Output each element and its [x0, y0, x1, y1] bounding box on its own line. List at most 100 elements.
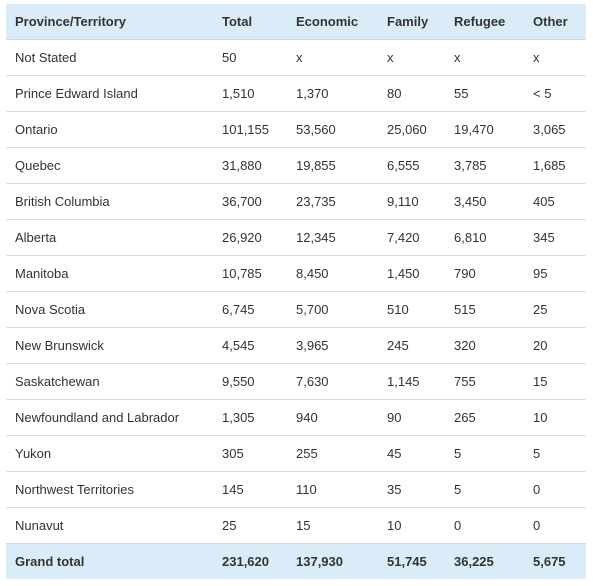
header-row: Province/Territory Total Economic Family… [6, 4, 586, 40]
table-row: Nova Scotia 6,745 5,700 510 515 25 [6, 291, 586, 328]
table-cell-family: 1,145 [378, 363, 445, 400]
table-cell-other: x [533, 50, 540, 65]
table-cell-family: 90 [378, 399, 445, 436]
table-cell-economic: 1,370 [287, 75, 378, 112]
table-row: Northwest Territories 145 110 35 5 0 [6, 471, 586, 508]
table-cell-other: 15 [524, 363, 586, 400]
table-cell-province: Saskatchewan [6, 363, 213, 400]
column-header-total[interactable]: Total [213, 4, 287, 40]
table-cell-total: 145 [213, 471, 287, 508]
table-row: Saskatchewan 9,550 7,630 1,145 755 15 [6, 363, 586, 400]
table-cell-family: 10 [378, 507, 445, 544]
table-cell-family: 245 [378, 327, 445, 364]
table-row: Not Stated 50 x x x x [6, 40, 586, 76]
table-cell-refugee: 790 [445, 255, 524, 292]
table-cell-refugee: 755 [445, 363, 524, 400]
table-row: Manitoba 10,785 8,450 1,450 790 95 [6, 255, 586, 292]
table-cell-other: < 5 [524, 75, 586, 112]
table-cell-economic: x [296, 50, 303, 65]
table-row: Nunavut 25 15 10 0 0 [6, 507, 586, 544]
table-cell-refugee: 5 [445, 435, 524, 472]
total-cell-economic: 137,930 [287, 543, 378, 579]
table-cell-economic: 53,560 [287, 111, 378, 148]
table-cell-economic: 5,700 [287, 291, 378, 328]
table-row: Quebec 31,880 19,855 6,555 3,785 1,685 [6, 147, 586, 184]
table-cell-other: 1,685 [524, 147, 586, 184]
table-cell-province: Manitoba [6, 255, 213, 292]
table-cell-economic: 15 [287, 507, 378, 544]
table-cell-province: Not Stated [15, 50, 77, 65]
table-cell-total: 9,550 [213, 363, 287, 400]
table-cell-total: 6,745 [213, 291, 287, 328]
table-cell-economic: 19,855 [287, 147, 378, 184]
table-cell-economic: 940 [287, 399, 378, 436]
table-cell-family: 80 [378, 75, 445, 112]
table-cell-other: 345 [524, 219, 586, 256]
table-cell-other: 0 [524, 471, 586, 508]
table-cell-total: 4,545 [213, 327, 287, 364]
table-cell-family: 6,555 [378, 147, 445, 184]
table-cell-economic: 12,345 [287, 219, 378, 256]
table-cell-economic: 110 [287, 471, 378, 508]
table-cell-province: Nova Scotia [6, 291, 213, 328]
table-cell-refugee: 55 [445, 75, 524, 112]
table-row: Newfoundland and Labrador 1,305 940 90 265 10 [6, 399, 586, 436]
table-cell-family: 7,420 [378, 219, 445, 256]
table-cell-other: 25 [524, 291, 586, 328]
table-cell-refugee: 265 [445, 399, 524, 436]
table-cell-family: 1,450 [378, 255, 445, 292]
table-cell-refugee: 320 [445, 327, 524, 364]
table-cell-economic: 23,735 [287, 183, 378, 220]
table-cell-economic: 3,965 [287, 327, 378, 364]
table-cell-family: 45 [378, 435, 445, 472]
table-cell-refugee: x [454, 50, 461, 65]
column-header-province[interactable]: Province/Territory [6, 4, 213, 40]
table-cell-province: Prince Edward Island [6, 75, 213, 112]
column-header-family[interactable]: Family [378, 4, 445, 40]
table-cell-family: x [387, 50, 394, 65]
table-cell-total: 305 [213, 435, 287, 472]
grand-total-row: Grand total 231,620 137,930 51,745 36,22… [6, 543, 586, 579]
table-cell-province: Yukon [6, 435, 213, 472]
table-cell-refugee: 0 [445, 507, 524, 544]
table-row: British Columbia 36,700 23,735 9,110 3,450 40… [6, 183, 586, 220]
table-cell-province: Nunavut [6, 507, 213, 544]
table-cell-total: 31,880 [213, 147, 287, 184]
table-cell-total: 25 [213, 507, 287, 544]
table-cell-refugee: 515 [445, 291, 524, 328]
table-row: Yukon 305 255 45 5 5 [6, 435, 586, 472]
table-cell-total: 101,155 [213, 111, 287, 148]
immigration-table: Province/Territory Total Economic Family… [6, 4, 586, 579]
column-header-other[interactable]: Other [524, 4, 586, 40]
table-cell-other: 5 [524, 435, 586, 472]
table-cell-other: 405 [524, 183, 586, 220]
table-cell-family: 25,060 [378, 111, 445, 148]
table-cell-other: 0 [524, 507, 586, 544]
table-cell-economic: 255 [287, 435, 378, 472]
table-cell-other: 95 [524, 255, 586, 292]
table-cell-province: Newfoundland and Labrador [6, 399, 213, 436]
table-cell-family: 35 [378, 471, 445, 508]
column-header-economic[interactable]: Economic [287, 4, 378, 40]
table-cell-total: 1,510 [213, 75, 287, 112]
table-row: Prince Edward Island 1,510 1,370 80 55 < 5 [6, 75, 586, 112]
table-cell-total: 36,700 [213, 183, 287, 220]
table-cell-other: 3,065 [524, 111, 586, 148]
table-cell-province: Ontario [6, 111, 213, 148]
table-cell-refugee: 3,785 [445, 147, 524, 184]
table-cell-refugee: 3,450 [445, 183, 524, 220]
table-cell-family: 9,110 [378, 183, 445, 220]
total-cell-label: Grand total [6, 543, 213, 579]
table-row: Alberta 26,920 12,345 7,420 6,810 345 [6, 219, 586, 256]
table-cell-economic: 7,630 [287, 363, 378, 400]
table-cell-total: 10,785 [213, 255, 287, 292]
table-cell-other: 20 [524, 327, 586, 364]
table-cell-total: 26,920 [213, 219, 287, 256]
total-cell-refugee: 36,225 [445, 543, 524, 579]
table-cell-province: Alberta [6, 219, 213, 256]
table-cell-total: 50 [222, 50, 237, 65]
column-header-refugee[interactable]: Refugee [445, 4, 524, 40]
table-cell-total: 1,305 [213, 399, 287, 436]
total-cell-other: 5,675 [524, 543, 586, 579]
table-cell-other: 10 [524, 399, 586, 436]
